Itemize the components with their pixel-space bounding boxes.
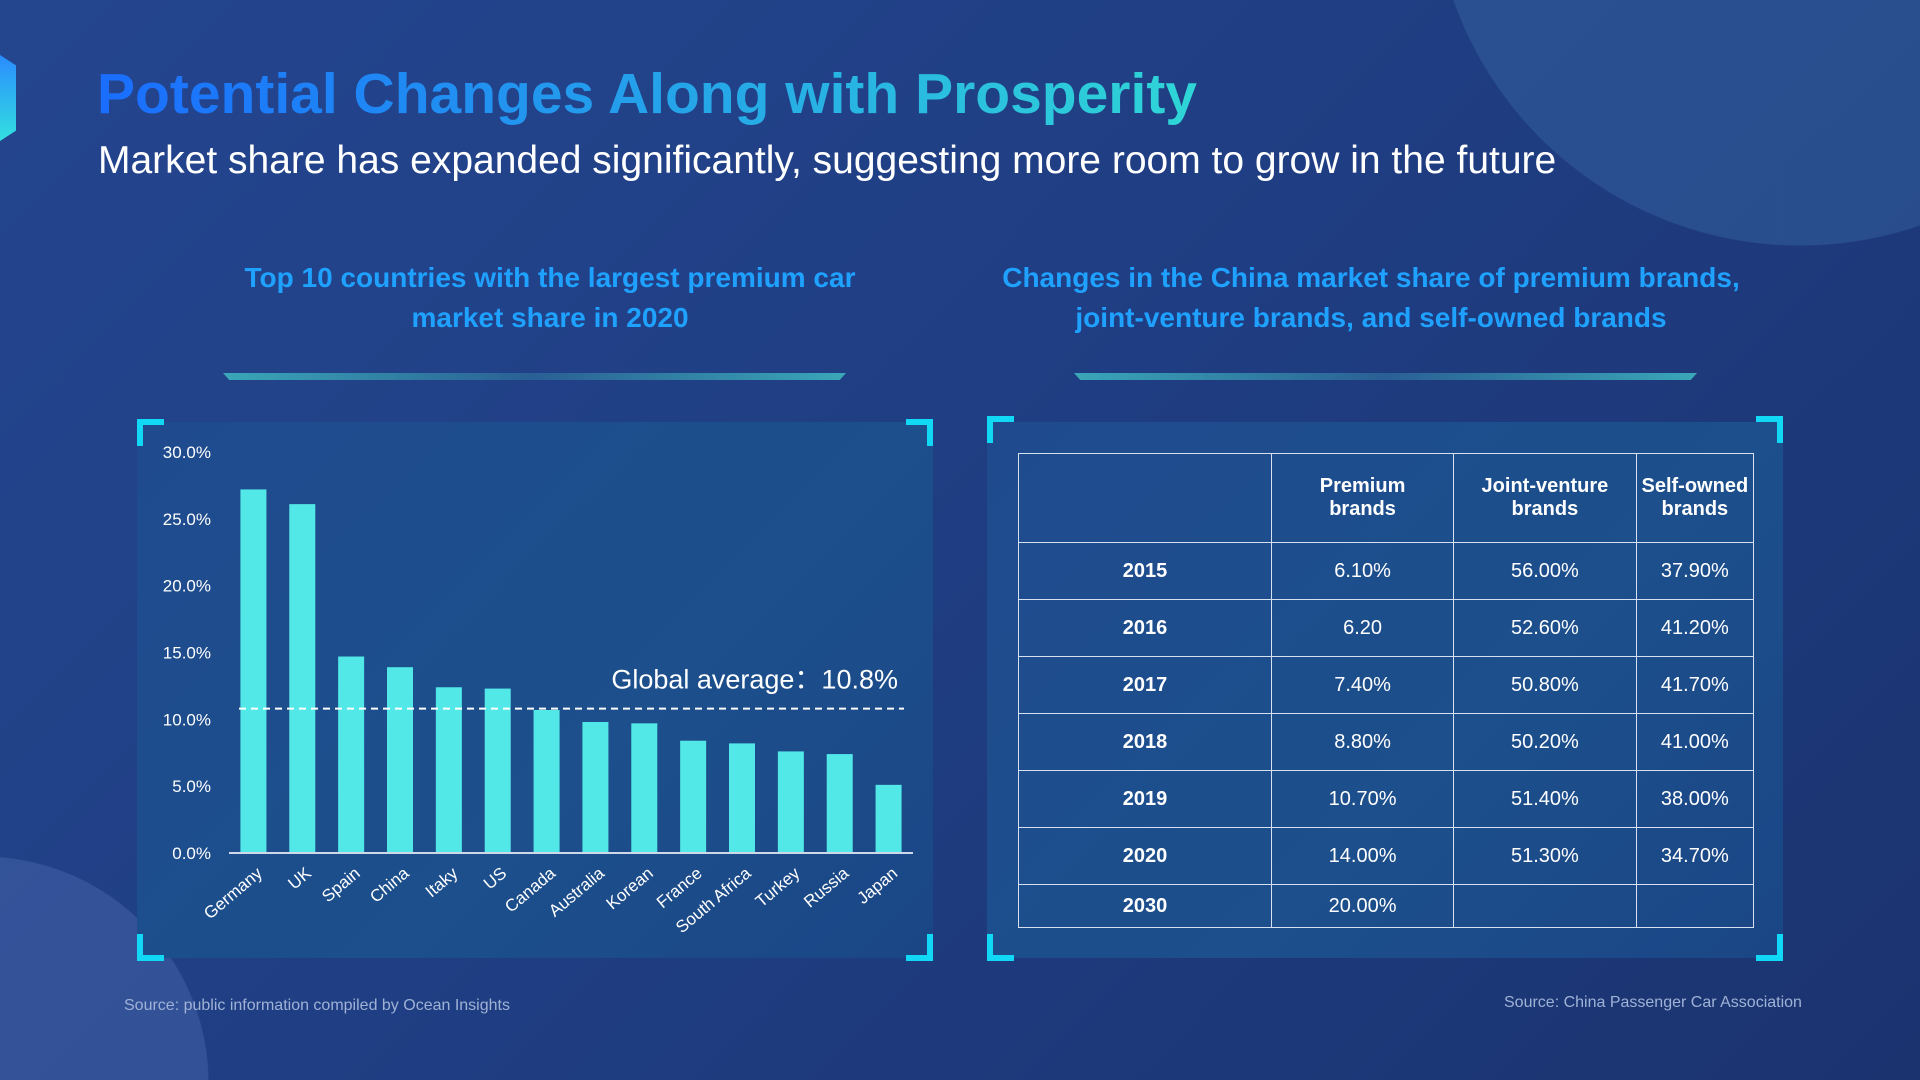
left-heading-line: market share in 2020 <box>411 302 689 333</box>
value-cell <box>1453 884 1637 928</box>
value-cell: 8.80% <box>1270 713 1455 771</box>
column-header: Self-owned brands <box>1635 453 1755 543</box>
left-source: Source: public information compiled by O… <box>124 997 510 1014</box>
corner-bracket <box>906 419 933 446</box>
value-cell: 20.00% <box>1270 884 1455 928</box>
value-cell: 41.70% <box>1635 656 1755 714</box>
year-cell: 2016 <box>1018 599 1272 657</box>
bar-canada <box>533 709 560 853</box>
bar-uk <box>289 504 316 853</box>
year-cell: 2020 <box>1018 827 1272 885</box>
x-tick-label: Itaky <box>422 863 462 901</box>
bar-japan <box>875 784 902 853</box>
value-cell: 50.20% <box>1453 713 1637 771</box>
y-tick-label: 5.0% <box>172 777 211 796</box>
bar-germany <box>240 489 267 853</box>
value-cell: 50.80% <box>1453 656 1637 714</box>
bar-korean <box>631 723 658 853</box>
right-heading: Changes in the China market share of pre… <box>967 258 1775 338</box>
market-share-table: Premium brands Joint-venture brands Self-o… <box>1018 453 1755 928</box>
x-tick-label: China <box>366 863 413 906</box>
table-row: 2030 20.00% <box>1018 884 1755 928</box>
corner-bracket <box>987 416 1014 443</box>
corner-bracket <box>987 934 1014 961</box>
corner-bracket <box>906 934 933 961</box>
y-tick-label: 10.0% <box>163 710 211 729</box>
y-tick-label: 0.0% <box>172 844 211 863</box>
x-tick-label: Germany <box>200 863 266 923</box>
value-cell: 51.30% <box>1453 827 1637 885</box>
bar-south-africa <box>729 743 755 853</box>
value-cell: 41.00% <box>1635 713 1755 771</box>
heading-underline <box>1074 373 1697 380</box>
right-source: Source: China Passenger Car Association <box>1504 994 1802 1011</box>
column-header <box>1018 453 1272 543</box>
table-row: 2018 8.80% 50.20% 41.00% <box>1018 713 1755 771</box>
column-header: Joint-venture brands <box>1453 453 1637 543</box>
table-header-row: Premium brands Joint-venture brands Self-o… <box>1018 453 1755 543</box>
x-tick-label: US <box>480 864 510 894</box>
value-cell: 14.00% <box>1270 827 1455 885</box>
right-heading-line: joint-venture brands, and self-owned bra… <box>1075 302 1667 333</box>
bar-turkey <box>777 751 804 853</box>
value-cell: 10.70% <box>1270 770 1455 828</box>
x-tick-label: Russia <box>800 863 852 911</box>
bar-france <box>680 740 707 853</box>
page-title: Potential Changes Along with Prosperity <box>97 59 1197 129</box>
x-tick-label: Turkey <box>752 863 804 911</box>
global-average-label: Global average：10.8% <box>611 665 898 695</box>
bar-china <box>387 667 413 853</box>
value-cell: 37.90% <box>1635 542 1755 600</box>
bar-us <box>484 688 511 853</box>
year-cell: 2030 <box>1018 884 1272 928</box>
bar-spain <box>338 656 365 853</box>
x-tick-label: Australia <box>545 863 608 920</box>
corner-bracket <box>137 934 164 961</box>
corner-bracket <box>1756 934 1783 961</box>
value-cell: 41.20% <box>1635 599 1755 657</box>
x-tick-label: Japan <box>853 864 901 908</box>
year-cell: 2015 <box>1018 542 1272 600</box>
corner-bracket <box>1756 416 1783 443</box>
year-cell: 2019 <box>1018 770 1272 828</box>
table-row: 2019 10.70% 51.40% 38.00% <box>1018 770 1755 828</box>
table-row: 2017 7.40% 50.80% 41.70% <box>1018 656 1755 714</box>
value-cell: 6.10% <box>1270 542 1455 600</box>
y-tick-label: 20.0% <box>163 577 211 596</box>
value-cell: 51.40% <box>1453 770 1637 828</box>
value-cell: 7.40% <box>1270 656 1455 714</box>
year-cell: 2018 <box>1018 713 1272 771</box>
y-tick-label: 25.0% <box>163 510 211 529</box>
value-cell: 6.20 <box>1270 599 1455 657</box>
bar-russia <box>826 754 853 853</box>
table-row: 2016 6.20 52.60% 41.20% <box>1018 599 1755 657</box>
value-cell: 56.00% <box>1453 542 1637 600</box>
x-tick-label: Spain <box>318 864 364 907</box>
value-cell: 34.70% <box>1635 827 1755 885</box>
heading-underline <box>223 373 846 380</box>
left-heading: Top 10 countries with the largest premiu… <box>184 258 916 338</box>
value-cell: 38.00% <box>1635 770 1755 828</box>
x-tick-label: UK <box>285 863 316 893</box>
y-tick-label: 15.0% <box>163 644 211 663</box>
year-cell: 2017 <box>1018 656 1272 714</box>
right-heading-line: Changes in the China market share of pre… <box>1002 262 1740 293</box>
y-tick-label: 30.0% <box>163 443 211 462</box>
bar-australia <box>582 722 609 853</box>
logo-mark <box>0 55 16 141</box>
chart-panel <box>137 422 933 958</box>
value-cell: 52.60% <box>1453 599 1637 657</box>
value-cell <box>1635 884 1755 928</box>
table-row: 2015 6.10% 56.00% 37.90% <box>1018 542 1755 600</box>
left-heading-line: Top 10 countries with the largest premiu… <box>244 262 856 293</box>
x-tick-label: Korean <box>603 864 657 914</box>
bar-itaky <box>435 687 462 853</box>
column-header: Premium brands <box>1270 453 1455 543</box>
page-subtitle: Market share has expanded significantly,… <box>98 139 1557 182</box>
table-row: 2020 14.00% 51.30% 34.70% <box>1018 827 1755 885</box>
corner-bracket <box>137 419 164 446</box>
